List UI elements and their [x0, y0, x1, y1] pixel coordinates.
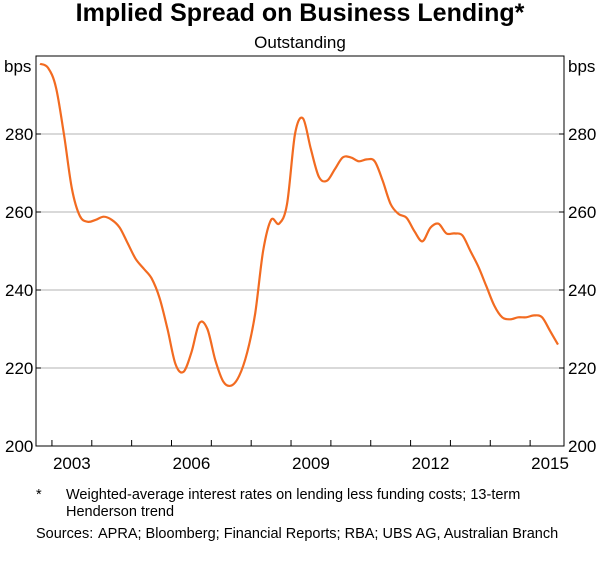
- y-tick-label-left: 220: [5, 359, 33, 378]
- y-tick-label-left: 260: [5, 203, 33, 222]
- chart-subtitle: Outstanding: [254, 33, 346, 52]
- y-tick-label-right: 260: [568, 203, 596, 222]
- x-tick-label: 2009: [292, 454, 330, 473]
- chart-notes: * Weighted-average interest rates on len…: [36, 487, 576, 548]
- y-tick-label-right: 280: [568, 125, 596, 144]
- chart: Implied Spread on Business Lending* Outs…: [4, 0, 596, 473]
- gridlines: [36, 133, 564, 369]
- x-tick-label: 2006: [172, 454, 210, 473]
- chart-title: Implied Spread on Business Lending*: [76, 0, 525, 27]
- axis-ticks: 200 200 220 220 240 240 260 260 280 280 2003 2006 20…: [5, 125, 596, 473]
- plot-frame: [35, 55, 565, 447]
- sources-text: APRA; Bloomberg; Financial Reports; RBA;…: [98, 526, 559, 542]
- sources-label: Sources:: [36, 526, 94, 542]
- y-tick-label-right: 200: [568, 437, 596, 456]
- x-tick-label: 2015: [531, 454, 569, 473]
- footnote-mark: *: [36, 487, 42, 503]
- y-axis-unit-right: bps: [568, 57, 595, 76]
- x-tick-label: 2003: [53, 454, 91, 473]
- sources: Sources: APRA; Bloomberg; Financial Repo…: [36, 526, 576, 543]
- y-tick-label-right: 240: [568, 281, 596, 300]
- series-line: [39, 62, 559, 388]
- series-line-layer: [39, 62, 559, 388]
- footnote: * Weighted-average interest rates on len…: [36, 487, 576, 521]
- x-tick-label: 2012: [412, 454, 450, 473]
- y-tick-label-left: 280: [5, 125, 33, 144]
- y-tick-label-left: 240: [5, 281, 33, 300]
- y-tick-label-left: 200: [5, 437, 33, 456]
- y-tick-label-right: 220: [568, 359, 596, 378]
- footnote-text: Weighted-average interest rates on lendi…: [66, 487, 521, 520]
- y-axis-unit-left: bps: [4, 57, 31, 76]
